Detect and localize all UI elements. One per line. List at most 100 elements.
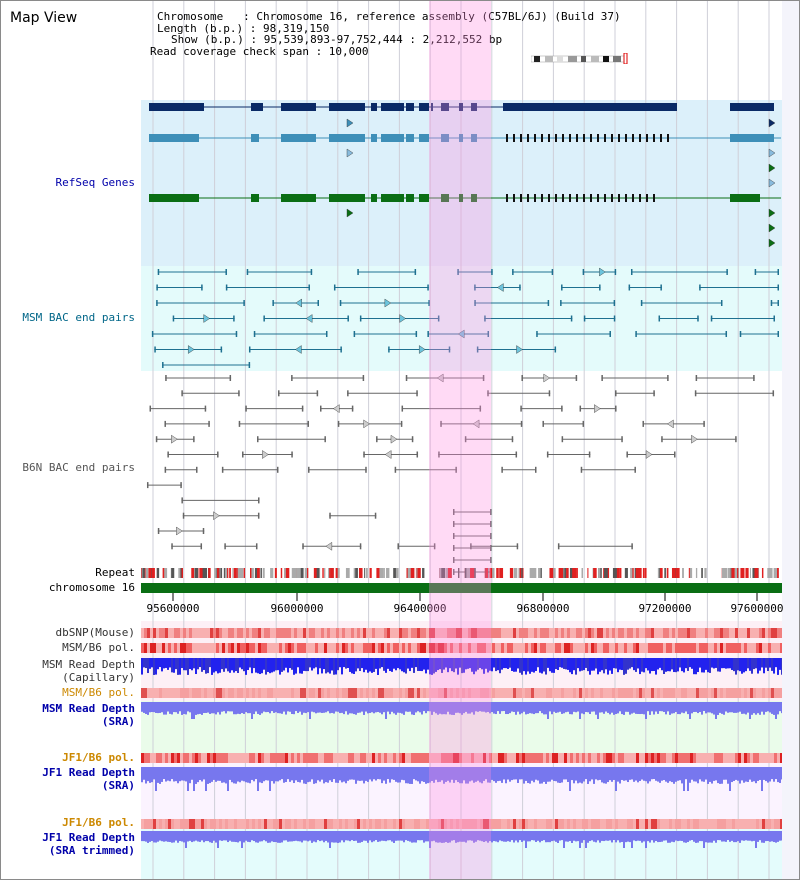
pol-heat-cell	[612, 643, 615, 653]
depth-bar	[515, 831, 517, 841]
depth-bar	[189, 767, 191, 784]
depth-bar	[233, 658, 235, 673]
pol-heat-cell	[756, 643, 759, 653]
strand-arrow-icon	[171, 434, 178, 444]
pol-heat-cell	[492, 643, 495, 653]
pol-heat-cell	[696, 819, 699, 829]
track-canvas[interactable]	[141, 1, 782, 879]
depth-bar	[767, 831, 769, 842]
bac-end-mark	[490, 557, 492, 563]
depth-bar	[143, 658, 145, 668]
depth-bar	[769, 702, 771, 713]
pol-heat-cell	[627, 753, 630, 763]
pol-heat-cell	[693, 819, 696, 829]
selection-highlight[interactable]	[429, 1, 491, 879]
pol-heat-cell	[327, 753, 330, 763]
depth-bar	[733, 831, 735, 843]
pol-heat-cell	[648, 819, 651, 829]
pol-heat-cell	[504, 643, 507, 653]
pol-heat-cell	[567, 688, 570, 698]
pol-heat-cell	[753, 819, 756, 829]
pol-heat-cell	[387, 753, 390, 763]
depth-bar	[355, 831, 357, 841]
depth-bar	[185, 658, 187, 671]
depth-bar	[403, 702, 405, 715]
bac-end-mark	[773, 315, 775, 322]
depth-bar	[177, 767, 179, 784]
refseq-exon	[597, 194, 599, 202]
depth-bar	[279, 831, 281, 843]
depth-bar	[585, 702, 587, 712]
depth-bar	[333, 658, 335, 675]
pol-heat-cell	[273, 688, 276, 698]
dbsnp-heat-cell	[327, 628, 330, 638]
depth-bar	[381, 702, 383, 715]
dbsnp-heat-cell	[435, 628, 438, 638]
depth-bar	[333, 702, 335, 714]
strand-arrow-icon	[645, 450, 653, 459]
repeat-mark	[395, 568, 399, 578]
depth-bar	[275, 831, 277, 843]
depth-bar	[237, 831, 239, 843]
depth-bar	[451, 767, 453, 780]
depth-bar	[739, 767, 741, 784]
depth-bar	[545, 658, 547, 675]
pol-heat-cell	[444, 688, 447, 698]
pol-heat-cell	[339, 819, 342, 829]
depth-bar	[753, 658, 755, 670]
depth-bar	[445, 831, 447, 843]
chromosome-ideogram[interactable]	[531, 53, 628, 64]
depth-bar	[727, 702, 729, 713]
bac-end-mark	[474, 300, 476, 306]
refseq-exon	[506, 134, 508, 142]
depth-bar	[535, 767, 537, 780]
depth-bar	[755, 702, 757, 715]
pol-heat-cell	[315, 819, 318, 829]
depth-bar	[215, 702, 217, 715]
pol-heat-cell	[585, 688, 588, 698]
pol-heat-cell	[642, 643, 645, 653]
pol-heat-cell	[360, 688, 363, 698]
depth-bar	[145, 702, 147, 714]
refseq-exon	[639, 134, 641, 142]
depth-bar	[617, 702, 619, 714]
depth-bar	[553, 831, 555, 841]
strand-arrow-icon	[176, 526, 183, 536]
bac-end-mark	[359, 315, 362, 322]
pol-heat-cell	[501, 688, 504, 698]
bac-end-mark	[490, 533, 492, 539]
pol-heat-cell	[333, 643, 336, 653]
pol-heat-cell	[732, 688, 735, 698]
pol-heat-cell	[756, 753, 759, 763]
depth-bar	[151, 767, 153, 783]
pol-heat-cell	[351, 643, 354, 653]
depth-bar	[175, 658, 177, 670]
depth-bar	[163, 702, 165, 715]
pol-heat-cell	[372, 688, 375, 698]
pol-heat-cell	[303, 643, 306, 653]
depth-bar	[203, 831, 205, 843]
pol-heat-cell	[705, 819, 708, 829]
strand-arrow-icon	[599, 267, 606, 277]
pol-heat-cell	[162, 643, 165, 653]
pol-heat-cell	[591, 819, 594, 829]
depth-bar	[461, 831, 463, 842]
dbsnp-heat-cell	[612, 628, 615, 638]
depth-bar	[541, 702, 543, 714]
pol-heat-cell	[600, 753, 603, 763]
refseq-gene	[471, 103, 477, 111]
depth-bar	[641, 658, 643, 672]
pol-heat-cell	[243, 688, 246, 698]
depth-bar	[503, 767, 505, 780]
genome-plot-area[interactable]	[141, 1, 782, 879]
pol-heat-cell	[273, 819, 276, 829]
repeat-mark	[255, 568, 257, 578]
depth-bar	[433, 658, 435, 674]
depth-bar	[749, 831, 751, 841]
depth-bar	[317, 831, 319, 841]
depth-bar	[667, 658, 669, 672]
depth-bar	[243, 831, 245, 843]
depth-bar	[713, 831, 715, 841]
pol-heat-cell	[681, 688, 684, 698]
refseq-exon	[611, 194, 613, 202]
